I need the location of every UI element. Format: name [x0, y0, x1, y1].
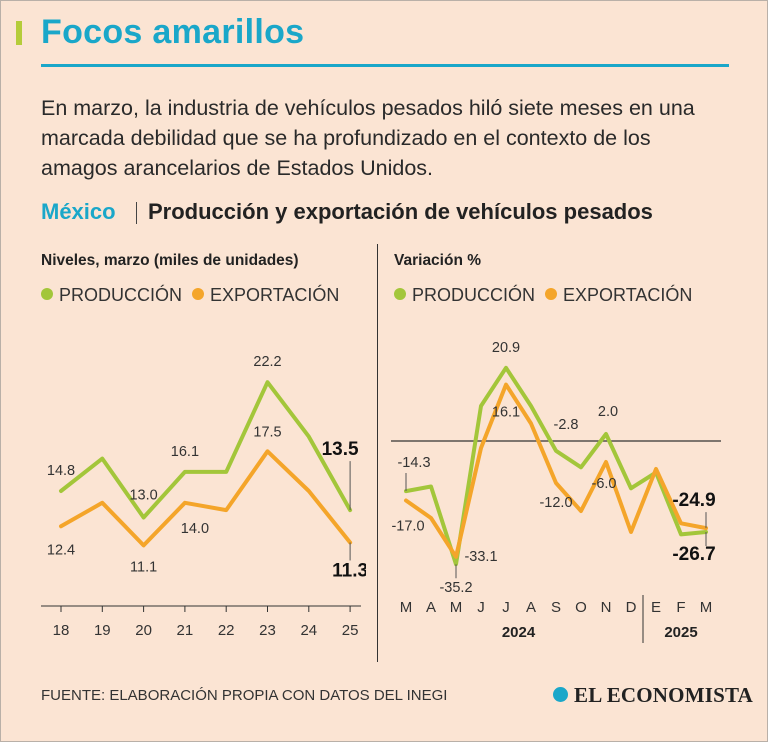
data-label: -35.2 [439, 580, 472, 596]
data-label: -26.7 [672, 544, 715, 565]
left-legend: PRODUCCIÓN EXPORTACIÓN [41, 285, 339, 306]
x-tick-label: 18 [53, 622, 70, 639]
x-tick-label: 24 [300, 622, 317, 639]
x-tick-label: 25 [342, 622, 359, 639]
produccion-legend-label: PRODUCCIÓN [412, 285, 536, 305]
x-tick-label: F [676, 599, 685, 616]
x-tick-label: A [426, 599, 436, 616]
x-tick-label: O [575, 599, 587, 616]
x-tick-label: S [551, 599, 561, 616]
produccion-line [59, 380, 353, 520]
exportacion-line [59, 449, 353, 548]
exportacion-line [404, 382, 708, 559]
x-tick-label: A [526, 599, 536, 616]
data-label: 11.3 [332, 560, 366, 581]
data-label: 17.5 [253, 424, 281, 440]
data-label: 22.2 [253, 354, 281, 370]
produccion-line [404, 365, 708, 567]
data-label: -14.3 [397, 455, 430, 471]
data-label: 16.1 [171, 444, 199, 460]
left-panel-title: Niveles, marzo (miles de unidades) [41, 252, 299, 269]
x-tick-label: E [651, 599, 661, 616]
exportacion-legend-label: EXPORTACIÓN [563, 285, 693, 305]
exportacion-legend-dot [192, 288, 205, 300]
right-legend: PRODUCCIÓN EXPORTACIÓN [394, 285, 692, 306]
data-label: 14.8 [47, 463, 75, 479]
x-tick-label: J [502, 599, 510, 616]
data-label: 13.0 [129, 487, 157, 503]
intro-text: En marzo, la industria de vehículos pesa… [41, 96, 695, 180]
subtitle-text: Producción y exportación de vehículos pe… [148, 199, 653, 224]
x-tick-label: M [700, 599, 713, 616]
title-rule [41, 64, 729, 67]
data-label: 16.1 [492, 405, 520, 421]
brand-logo: EL ECONOMISTA [553, 683, 753, 708]
subtitle-country: México [41, 199, 116, 224]
x-tick-label: 19 [94, 622, 111, 639]
brand-icon [553, 687, 568, 702]
page-title: Focos amarillos [41, 13, 305, 51]
x-tick-label: 22 [218, 622, 235, 639]
exportacion-legend-label: EXPORTACIÓN [210, 285, 340, 305]
x-tick-label: N [601, 599, 612, 616]
data-label: -2.8 [554, 417, 579, 433]
data-label: -6.0 [592, 476, 617, 492]
x-tick-label: D [626, 599, 637, 616]
title-accent-bar [16, 21, 22, 45]
x-tick-label: J [477, 599, 485, 616]
data-label: 13.5 [322, 439, 359, 460]
produccion-legend-label: PRODUCCIÓN [59, 285, 183, 305]
data-label: -12.0 [539, 495, 572, 511]
levels-chart: 18 19 20 21 22 23 24 25 14.8 13.0 16.1 22.2 13.5 12.4… [41, 354, 366, 639]
data-label: 20.9 [492, 340, 520, 356]
produccion-legend-dot [41, 288, 53, 300]
source-note: FUENTE: ELABORACIÓN PROPIA CON DATOS DEL… [41, 687, 448, 704]
brand-name: EL ECONOMISTA [574, 683, 753, 707]
x-tick-label: M [450, 599, 463, 616]
produccion-legend-dot [394, 288, 406, 300]
data-label: -24.9 [672, 490, 715, 511]
data-label: 14.0 [181, 521, 209, 537]
panel-divider [377, 244, 378, 662]
subtitle-separator [136, 202, 137, 224]
data-label: 11.1 [130, 559, 157, 575]
data-label: 12.4 [47, 542, 75, 558]
year-label: 2025 [664, 624, 697, 641]
right-panel-title: Variación % [394, 252, 482, 269]
data-label: -17.0 [391, 519, 424, 535]
x-tick-label: M [400, 599, 413, 616]
data-label: -33.1 [464, 549, 497, 565]
year-label: 2024 [502, 624, 536, 641]
x-tick-label: 20 [135, 622, 152, 639]
exportacion-legend-dot [545, 288, 558, 300]
x-tick-label: 21 [177, 622, 194, 639]
data-label: 2.0 [598, 404, 618, 420]
x-tick-label: 23 [259, 622, 276, 639]
